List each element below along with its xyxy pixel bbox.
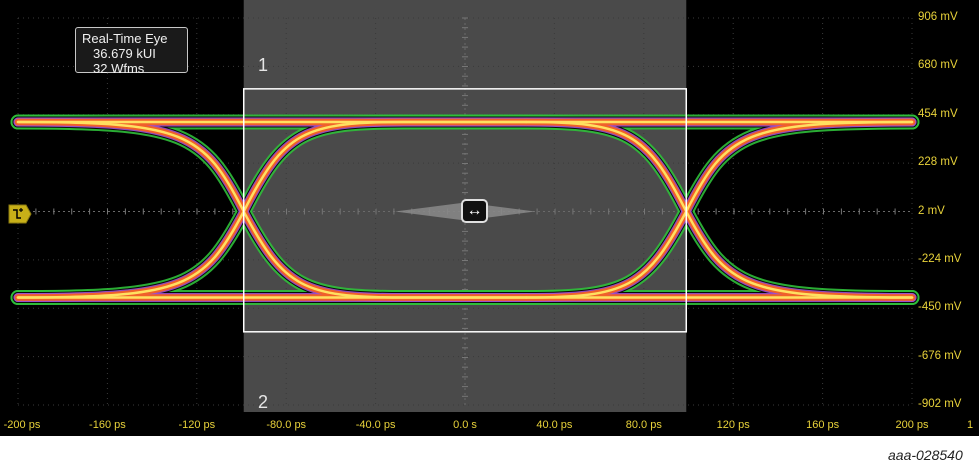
cursor-1-label: 1 (258, 55, 269, 75)
x-tick-label: -160 ps (89, 419, 126, 431)
channel-marker: 1 (967, 419, 974, 431)
y-tick-label: -902 mV (918, 398, 962, 410)
horizontal-position-handle[interactable]: ↔ (461, 199, 488, 223)
measurement-window (242, 88, 688, 333)
y-tick-label: -224 mV (918, 252, 962, 265)
eye-diagram-plot (10, 0, 920, 412)
y-tick-label: 680 mV (918, 59, 958, 72)
y-tick-label: 2 mV (918, 204, 945, 217)
x-tick-label: 120 ps (716, 419, 750, 431)
x-tick-label: 80.0 ps (625, 419, 662, 431)
figure-id: aaa-028540 (888, 447, 963, 463)
cursor-2-label: 2 (258, 392, 269, 412)
y-tick-label: 228 mV (918, 156, 958, 169)
info-title: Real-Time Eye (82, 31, 168, 46)
x-tick-label: -120 ps (178, 419, 216, 431)
x-tick-label: 0.0 s (453, 419, 477, 431)
x-tick-label: 160 ps (806, 419, 840, 431)
y-tick-label: 454 mV (918, 107, 958, 120)
y-tick-label: -676 mV (918, 349, 962, 362)
x-tick-label: -200 ps (3, 419, 41, 431)
x-tick-label: -80.0 ps (266, 419, 307, 431)
trigger-level-icon[interactable] (7, 202, 33, 226)
scope-display: Real-Time Eye 36.679 kUI 32 Wfms 1 2 ↔ 9… (0, 0, 979, 436)
info-waveform-count: 32 Wfms (93, 61, 145, 76)
x-tick-label: 200 ps (895, 419, 929, 431)
y-tick-label: 906 mV (918, 11, 958, 23)
y-tick-label: -450 mV (918, 301, 962, 314)
x-tick-label: 40.0 ps (536, 419, 573, 431)
left-right-arrow-icon: ↔ (466, 202, 483, 219)
info-ui-count: 36.679 kUI (93, 46, 156, 61)
info-box[interactable]: Real-Time Eye 36.679 kUI 32 Wfms (75, 27, 188, 76)
x-tick-label: -40.0 ps (355, 419, 396, 431)
